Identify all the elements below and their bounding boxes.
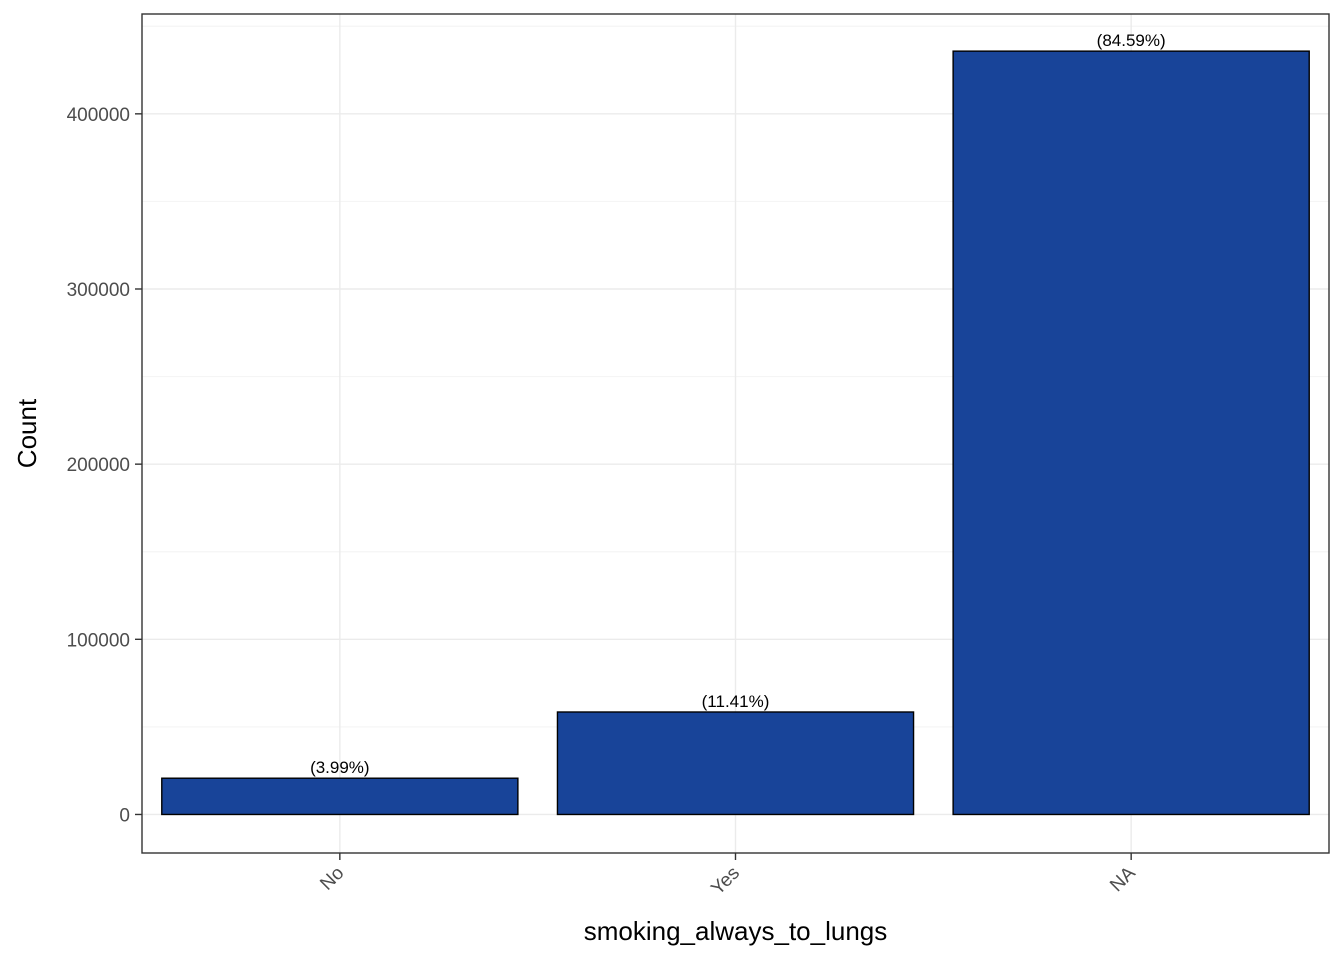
x-tick-label: NA	[1106, 862, 1140, 896]
x-tick-label: Yes	[707, 863, 744, 900]
x-tick-label: No	[316, 863, 348, 895]
y-axis-title: Count	[12, 398, 42, 468]
y-tick-label: 100000	[67, 630, 130, 651]
bar-na	[952, 50, 1310, 816]
x-axis: No Yes NA	[316, 853, 1140, 899]
data-label: (11.41%)	[702, 692, 770, 711]
y-axis: 0 100000 200000 300000 400000	[67, 105, 142, 826]
data-label: (84.59%)	[1097, 31, 1166, 50]
y-tick-label: 0	[119, 805, 130, 826]
y-tick-label: 400000	[67, 105, 130, 126]
x-axis-title: smoking_always_to_lungs	[584, 916, 888, 946]
data-labels: (3.99%) (11.41%) (84.59%)	[310, 31, 1166, 777]
y-tick-label: 300000	[67, 280, 130, 301]
bar-no	[161, 777, 519, 816]
bars	[161, 50, 1310, 816]
data-label: (3.99%)	[310, 758, 370, 777]
bar-yes	[556, 711, 915, 816]
y-tick-label: 200000	[67, 455, 130, 476]
